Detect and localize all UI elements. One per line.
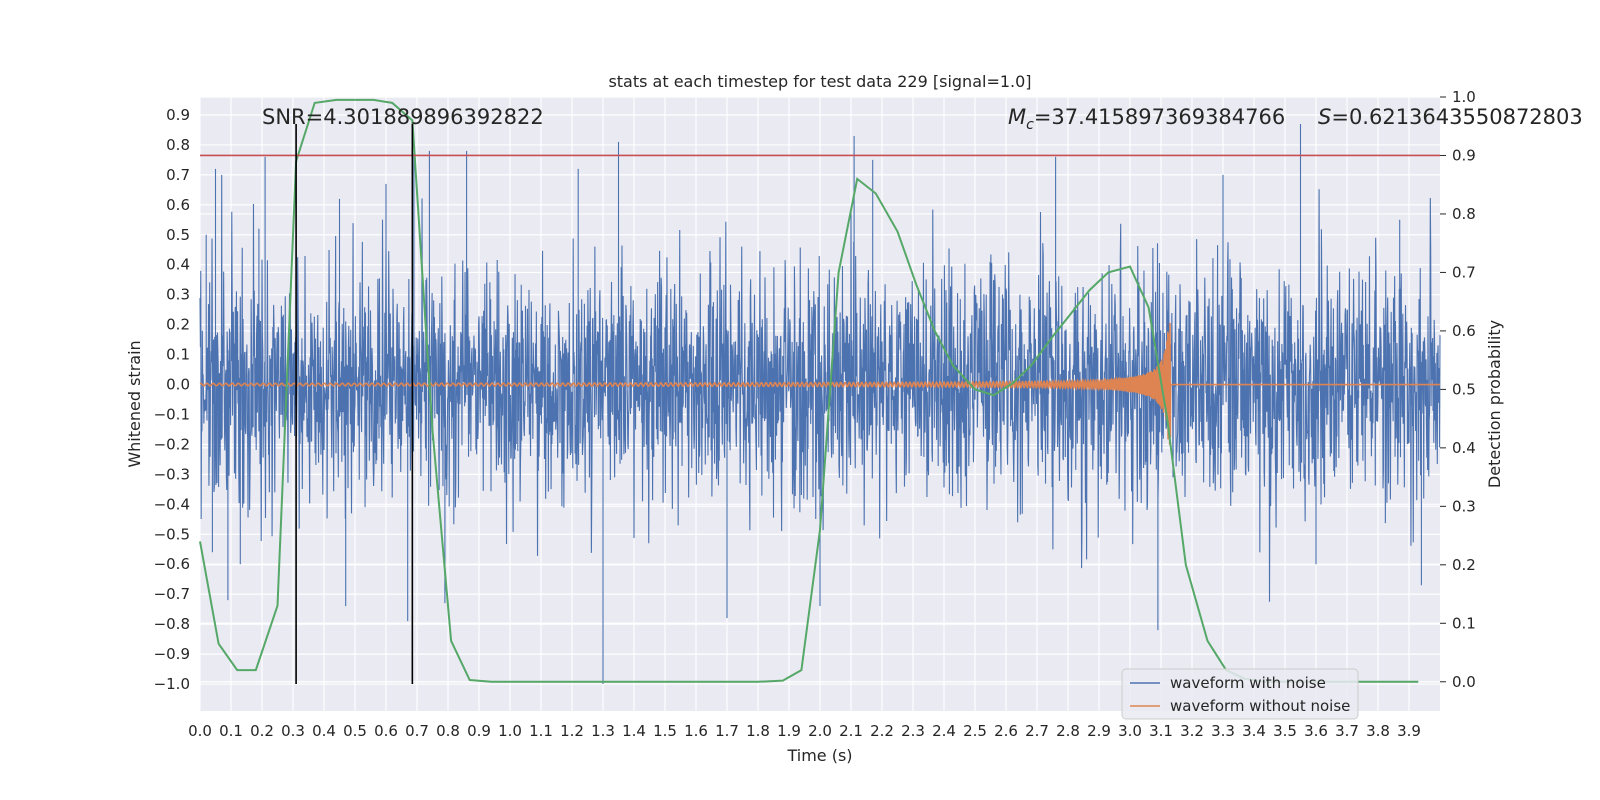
x-tick-label: 1.5 <box>653 722 677 740</box>
y-right-tick-labels: 1.0 0.9 0.8 0.7 0.6 0.5 0.4 0.3 0.2 0.1 0.0 <box>1452 88 1476 691</box>
y-tick-label: 0.9 <box>166 106 190 124</box>
x-tick-label: 2.0 <box>808 722 832 740</box>
x-tick-label: 2.3 <box>901 722 925 740</box>
x-tick-label: 1.9 <box>777 722 801 740</box>
y-tick-label: −0.1 <box>154 405 190 423</box>
legend-label-clean: waveform without noise <box>1170 697 1350 715</box>
y-tick-label: 0.1 <box>166 346 190 364</box>
y-right-tick-label: 0.6 <box>1452 322 1476 340</box>
x-tick-label: 2.2 <box>870 722 894 740</box>
x-tick-label: 1.7 <box>715 722 739 740</box>
x-tick-label: 1.0 <box>498 722 522 740</box>
y-right-tick-label: 0.1 <box>1452 614 1476 632</box>
y-tick-label: −1.0 <box>154 675 190 693</box>
y-tick-label: −0.6 <box>154 555 190 573</box>
chirp-mass-subscript: c <box>1026 117 1034 133</box>
spin-symbol: S <box>1318 105 1331 129</box>
y-tick-label: −0.8 <box>154 615 190 633</box>
x-tick-label: 1.6 <box>684 722 708 740</box>
legend-label-noise: waveform with noise <box>1170 674 1326 692</box>
y-right-axis-label: Detection probability <box>1485 320 1504 488</box>
x-tick-label: 2.1 <box>839 722 863 740</box>
y-right-tick-label: 0.0 <box>1452 673 1476 691</box>
x-tick-label: 2.9 <box>1087 722 1111 740</box>
series-waveform-with-noise <box>199 123 1441 685</box>
y-tick-label: 0.4 <box>166 256 190 274</box>
x-tick-label: 0.5 <box>343 722 367 740</box>
y-tick-label: −0.9 <box>154 645 190 663</box>
x-tick-label: 0.6 <box>374 722 398 740</box>
chirp-mass-annotation: Mc=37.415897369384766 <box>1008 105 1285 133</box>
x-tick-label: 2.5 <box>963 722 987 740</box>
x-tick-label: 0.7 <box>405 722 429 740</box>
spin-annotation: S=0.6213643550872803 <box>1318 105 1583 129</box>
x-tick-label: 1.1 <box>529 722 553 740</box>
chirp-mass-symbol: M <box>1008 105 1026 129</box>
y-axis-label: Whitened strain <box>125 340 144 467</box>
x-tick-label: 0.3 <box>281 722 305 740</box>
y-tick-label: 0.6 <box>166 196 190 214</box>
x-tick-label: 2.7 <box>1025 722 1049 740</box>
chirp-mass-value: =37.415897369384766 <box>1034 105 1285 129</box>
x-tick-label: 3.3 <box>1211 722 1235 740</box>
x-tick-label: 3.4 <box>1242 722 1266 740</box>
y-tick-label: −0.2 <box>154 435 190 453</box>
clean-trace <box>199 322 1440 446</box>
legend-box <box>1121 668 1359 720</box>
x-axis-label: Time (s) <box>786 746 852 765</box>
y-tick-label: −0.4 <box>154 495 190 513</box>
x-tick-label: 3.7 <box>1335 722 1359 740</box>
snr-annotation: SNR=4.301889896392822 <box>262 105 544 129</box>
y-tick-label: 0.3 <box>166 286 190 304</box>
y-tick-label: 0.8 <box>166 136 190 154</box>
x-tick-label: 2.6 <box>994 722 1018 740</box>
x-tick-label: 1.4 <box>622 722 646 740</box>
chart-title: stats at each timestep for test data 229… <box>608 72 1031 91</box>
y-right-tick-label: 0.2 <box>1452 556 1476 574</box>
x-tick-label: 3.2 <box>1180 722 1204 740</box>
x-tick-label: 0.4 <box>312 722 336 740</box>
spin-value: =0.6213643550872803 <box>1331 105 1582 129</box>
x-tick-labels: 0.0 0.1 0.2 0.3 0.4 0.5 0.6 0.7 0.8 0.9 1.0 1.1 1.2 1… <box>188 722 1421 740</box>
x-tick-label: 0.0 <box>188 722 212 740</box>
y-tick-labels: 0.9 0.8 0.7 0.6 0.5 0.4 0.3 0.2 0.1 0.0 −0.1 −0.2 −0… <box>154 106 190 693</box>
x-tick-label: 2.4 <box>932 722 956 740</box>
x-tick-label: 3.9 <box>1397 722 1421 740</box>
x-tick-label: 0.9 <box>467 722 491 740</box>
noise-trace <box>199 123 1441 685</box>
y-right-tick-label: 0.3 <box>1452 497 1476 515</box>
x-tick-label: 3.6 <box>1304 722 1328 740</box>
x-tick-label: 0.1 <box>219 722 243 740</box>
vertical-markers <box>295 123 414 685</box>
x-tick-label: 3.0 <box>1118 722 1142 740</box>
y-right-tick-label: 0.9 <box>1452 146 1476 164</box>
y-right-tick-label: 1.0 <box>1452 88 1476 106</box>
y-right-tick-label: 0.8 <box>1452 205 1476 223</box>
y-tick-label: 0.0 <box>166 376 190 394</box>
y-right-tick-label: 0.5 <box>1452 380 1476 398</box>
x-tick-label: 2.8 <box>1056 722 1080 740</box>
y-right-tick-label: 0.4 <box>1452 439 1476 457</box>
x-tick-label: 1.8 <box>746 722 770 740</box>
series-waveform-without-noise <box>199 322 1440 446</box>
y-tick-label: −0.7 <box>154 585 190 603</box>
x-tick-label: 0.8 <box>436 722 460 740</box>
legend: waveform with noise waveform without noi… <box>1121 668 1359 720</box>
x-tick-label: 3.5 <box>1273 722 1297 740</box>
x-tick-label: 1.2 <box>560 722 584 740</box>
y-tick-label: 0.2 <box>166 316 190 334</box>
x-tick-label: 3.8 <box>1366 722 1390 740</box>
y-right-tick-label: 0.7 <box>1452 263 1476 281</box>
y-tick-label: −0.5 <box>154 525 190 543</box>
x-tick-label: 1.3 <box>591 722 615 740</box>
x-tick-label: 3.1 <box>1149 722 1173 740</box>
x-tick-label: 0.2 <box>250 722 274 740</box>
grid-y <box>200 114 1440 685</box>
y-tick-label: 0.7 <box>166 166 190 184</box>
y-tick-label: 0.5 <box>166 226 190 244</box>
y-tick-label: −0.3 <box>154 465 190 483</box>
